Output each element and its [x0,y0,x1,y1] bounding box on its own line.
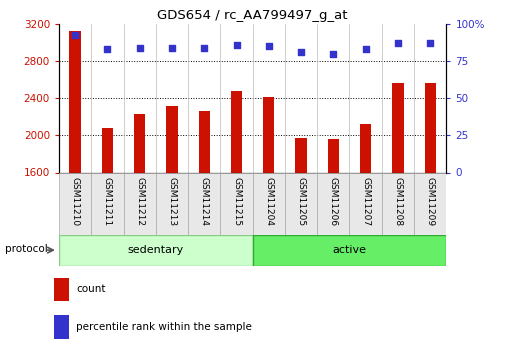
Point [362,47,370,52]
Text: GSM11214: GSM11214 [200,177,209,226]
FancyBboxPatch shape [252,172,285,235]
Bar [392,83,404,321]
Bar [360,124,371,321]
Text: GSM11209: GSM11209 [426,177,435,227]
Text: count: count [76,285,106,294]
Point [71,32,79,37]
Bar [102,128,113,321]
Bar [425,83,436,321]
Text: GSM11215: GSM11215 [232,177,241,227]
Text: active: active [332,245,366,255]
Text: protocol: protocol [5,244,48,254]
Point [168,45,176,51]
Bar [199,111,210,321]
Point [329,51,338,57]
Bar [263,97,274,321]
Point [426,41,435,46]
FancyBboxPatch shape [349,172,382,235]
FancyBboxPatch shape [59,235,252,266]
FancyBboxPatch shape [188,172,221,235]
Point [135,45,144,51]
Text: GSM11206: GSM11206 [329,177,338,227]
Text: GSM11205: GSM11205 [297,177,306,227]
Bar [295,138,307,321]
FancyBboxPatch shape [317,172,349,235]
Point [265,44,273,49]
Text: GSM11210: GSM11210 [71,177,80,227]
Bar [166,106,177,321]
Bar [54,277,69,302]
Point [297,50,305,55]
Text: GSM11212: GSM11212 [135,177,144,226]
Text: GSM11208: GSM11208 [393,177,402,227]
Text: sedentary: sedentary [128,245,184,255]
Text: GSM11204: GSM11204 [264,177,273,226]
FancyBboxPatch shape [59,172,91,235]
Text: GSM11207: GSM11207 [361,177,370,227]
Text: GSM11213: GSM11213 [167,177,176,227]
Text: GSM11211: GSM11211 [103,177,112,227]
Bar [54,315,69,339]
FancyBboxPatch shape [221,172,252,235]
Bar [69,31,81,321]
Bar [134,114,145,321]
FancyBboxPatch shape [285,172,317,235]
Title: GDS654 / rc_AA799497_g_at: GDS654 / rc_AA799497_g_at [157,9,348,22]
Text: percentile rank within the sample: percentile rank within the sample [76,322,252,332]
FancyBboxPatch shape [156,172,188,235]
Point [200,45,208,51]
Point [103,47,111,52]
FancyBboxPatch shape [414,172,446,235]
Point [232,42,241,48]
FancyBboxPatch shape [124,172,156,235]
FancyBboxPatch shape [91,172,124,235]
FancyBboxPatch shape [382,172,414,235]
Bar [231,91,242,321]
FancyBboxPatch shape [252,235,446,266]
Point [394,41,402,46]
Bar [328,139,339,321]
